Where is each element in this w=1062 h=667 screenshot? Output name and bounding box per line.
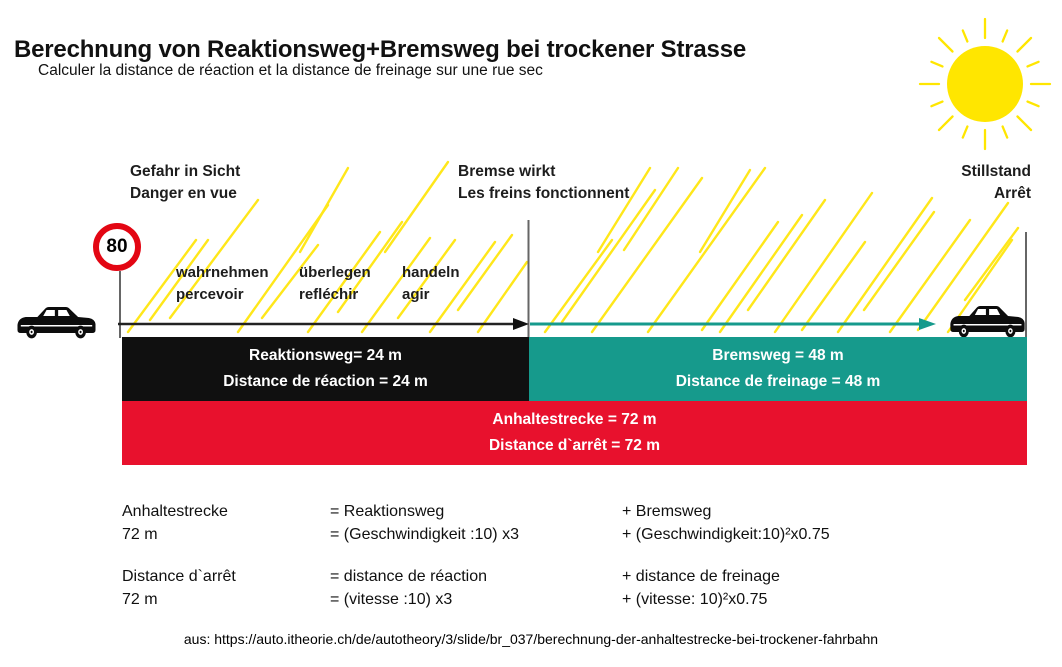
reaction-bar-line2: Distance de réaction = 24 m [223,373,428,390]
label-danger-de: Gefahr in Sicht [130,163,241,180]
label-brakes-fr: Les freins fonctionnent [458,185,630,202]
formula-de-reaction-line1: = Reaktionsweg [330,503,445,520]
phase-act: handeln agir [402,262,460,306]
braking-distance-bar: Bremsweg = 48 m Distance de freinage = 4… [529,337,1027,401]
speed-limit-value: 80 [106,236,128,257]
phase-perceive: wahrnehmen percevoir [176,262,269,306]
label-danger-fr: Danger en vue [130,185,237,202]
stopping-distance-bar: Anhaltestrecke = 72 m Distance d`arrêt =… [122,401,1027,465]
source-attribution: aus: https://auto.itheorie.ch/de/autothe… [183,631,879,647]
phase-think-fr: refléchir [299,286,359,303]
page-title: Berechnung von Reaktionsweg+Bremsweg bei… [14,36,746,64]
subtitle: Calculer la distance de réaction et la d… [38,62,543,79]
label-brakes-de: Bremse wirkt [458,163,556,180]
formula-de-reaction: = Reaktionsweg = (Geschwindigkeit :10) x… [330,500,519,546]
stopping-bar-line2: Distance d`arrêt = 72 m [488,437,660,454]
formula-fr-reaction-line2: = (vitesse :10) x3 [330,591,453,608]
label-standstill-fr: Arrêt [993,185,1031,202]
phase-perceive-de: wahrnehmen [176,264,269,281]
braking-bar-line2: Distance de freinage = 48 m [675,373,881,390]
formula-de-braking-line1: + Bremsweg [622,503,712,520]
formula-fr-braking: + distance de freinage + (vitesse: 10)²x… [622,565,780,611]
label-standstill: Stillstand Arrêt [961,161,1031,205]
speed-limit-sign: 80 [93,223,141,271]
braking-bar-line1: Bremsweg = 48 m [712,347,844,364]
phase-perceive-fr: percevoir [176,286,244,303]
formula-fr-term-label: Distance d`arrêt [122,568,236,585]
formula-fr-reaction-line1: = distance de réaction [330,568,487,585]
label-danger-in-sight: Gefahr in Sicht Danger en vue [130,161,240,205]
car-icon-left [17,307,96,339]
phase-think-de: überlegen [299,264,371,281]
formula-de-term-value: 72 m [122,526,158,543]
stopping-bar-line1: Anhaltestrecke = 72 m [492,411,657,428]
formula-fr-reaction: = distance de réaction = (vitesse :10) x… [330,565,487,611]
reaction-arrow [118,318,529,330]
formula-de-term: Anhaltestrecke 72 m [122,500,228,546]
reaction-distance-bar: Reaktionsweg= 24 m Distance de réaction … [122,337,529,401]
reaction-bar-line1: Reaktionsweg= 24 m [249,347,402,364]
formula-de-braking-line2: + (Geschwindigkeit:10)²x0.75 [622,526,830,543]
formula-fr-braking-line2: + (vitesse: 10)²x0.75 [622,591,768,608]
phase-think: überlegen refléchir [299,262,371,306]
formula-fr-term-value: 72 m [122,591,158,608]
sun-icon [918,17,1052,151]
formula-de-braking: + Bremsweg + (Geschwindigkeit:10)²x0.75 [622,500,830,546]
formula-fr-term: Distance d`arrêt 72 m [122,565,236,611]
formula-de-reaction-line2: = (Geschwindigkeit :10) x3 [330,526,519,543]
label-standstill-de: Stillstand [961,163,1031,180]
formula-de-term-label: Anhaltestrecke [122,503,228,520]
phase-act-fr: agir [402,286,430,303]
phase-act-de: handeln [402,264,460,281]
label-brakes-act: Bremse wirkt Les freins fonctionnent [458,161,629,205]
car-icon-right [950,306,1025,338]
braking-arrow [530,318,936,330]
formula-fr-braking-line1: + distance de freinage [622,568,780,585]
